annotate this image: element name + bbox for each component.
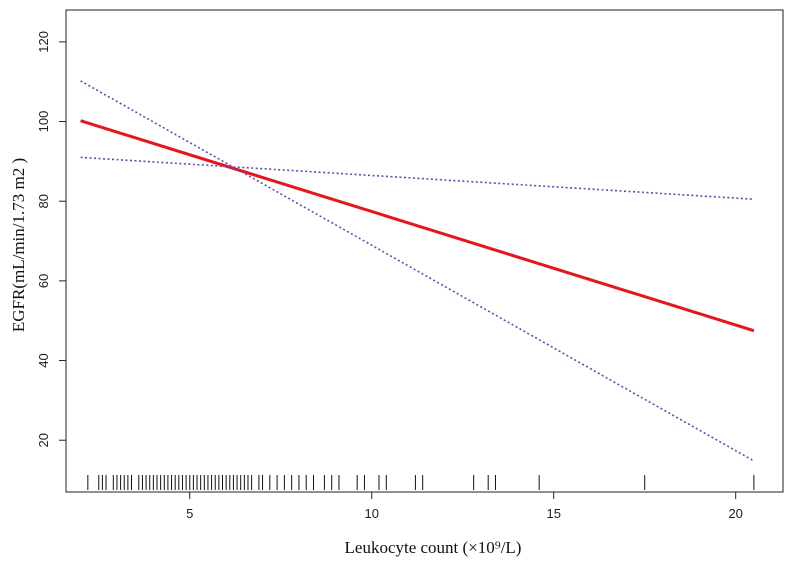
- y-tick-label: 20: [36, 433, 51, 447]
- y-axis-title: EGFR(mL/min/1.73 m2 ): [9, 158, 28, 332]
- fit-line: [80, 119, 755, 333]
- series-layer: [80, 80, 755, 462]
- y-tick-label: 100: [36, 111, 51, 133]
- y-tick-label: 60: [36, 274, 51, 288]
- y-tick-label: 40: [36, 353, 51, 367]
- ci-line: [80, 80, 755, 462]
- y-axis: 20 40 60 80 100 120: [36, 31, 66, 447]
- x-tick-label: 15: [546, 506, 560, 521]
- x-tick-label: 20: [728, 506, 742, 521]
- ci-line: [80, 156, 754, 201]
- y-tick-label: 120: [36, 31, 51, 53]
- x-tick-label: 10: [364, 506, 378, 521]
- plot-frame: [65, 9, 784, 493]
- x-axis-title: Leukocyte count (×10⁹/L): [345, 538, 522, 557]
- x-tick-label: 5: [186, 506, 193, 521]
- y-tick-label: 80: [36, 194, 51, 208]
- x-axis: 5 10 15 20: [186, 492, 743, 521]
- rug-layer: [87, 475, 755, 490]
